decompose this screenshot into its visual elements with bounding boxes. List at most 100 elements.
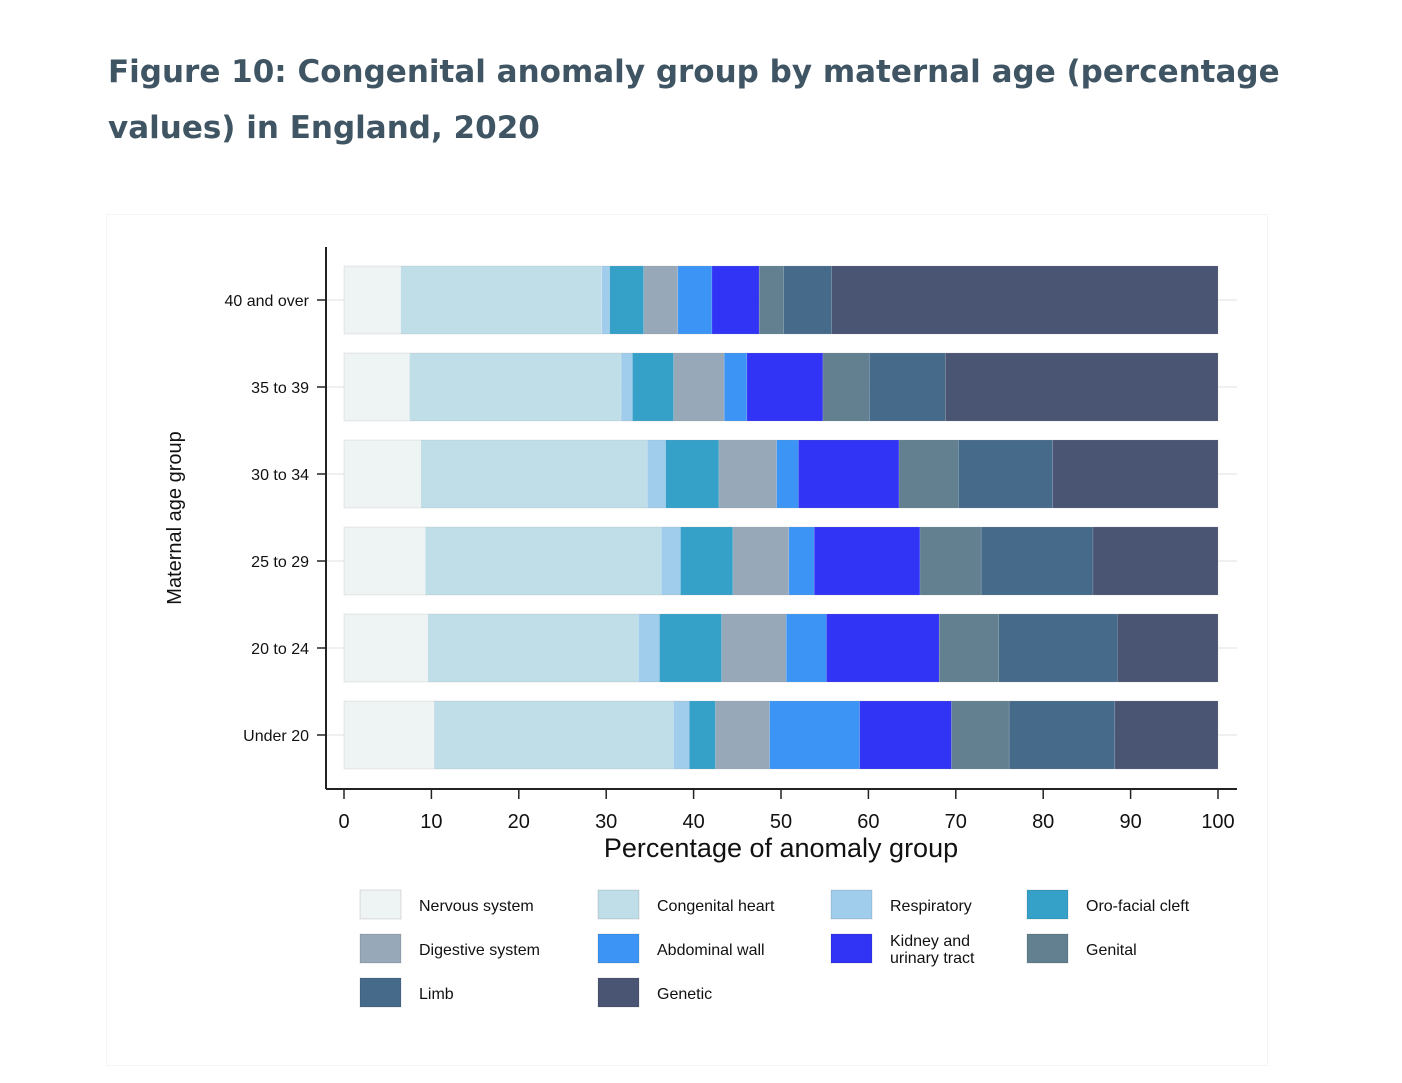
legend-swatch	[830, 933, 873, 964]
bar-segment	[673, 700, 690, 770]
bar-outline	[343, 526, 1219, 596]
bar-segment	[638, 613, 660, 683]
y-tick-label: 30 to 34	[251, 467, 309, 484]
x-tick-label: 50	[770, 811, 792, 833]
legend: Nervous system Congenital heart Respirator…	[359, 889, 1190, 1008]
legend-swatch	[1026, 933, 1069, 964]
bar-segment	[661, 526, 681, 596]
bar-segment	[1092, 526, 1219, 596]
bar-segment	[798, 439, 900, 509]
bar-segment	[688, 700, 716, 770]
bar-segment	[813, 526, 921, 596]
bar-segment	[919, 526, 982, 596]
bar-segment	[427, 613, 639, 683]
bar-segment	[425, 526, 662, 596]
legend-swatch	[597, 889, 640, 920]
legend-label: Abdominal wall	[657, 942, 765, 959]
legend-label: Oro-facial cleft	[1086, 898, 1190, 915]
bar-segment	[680, 526, 734, 596]
bar-segment	[343, 352, 410, 422]
bar-segment	[665, 439, 720, 509]
bar-segment	[822, 352, 870, 422]
bar-outline	[343, 439, 1219, 509]
bar-segment	[869, 352, 946, 422]
bar-segment	[785, 613, 827, 683]
x-tick-label: 80	[1032, 811, 1054, 833]
bar-segment	[677, 265, 713, 335]
bar-segment	[343, 700, 435, 770]
bar-segment	[723, 352, 748, 422]
bar-segment	[620, 352, 633, 422]
y-tick-label: 20 to 24	[251, 641, 309, 658]
bar-segment	[831, 265, 1219, 335]
bar-outline	[343, 265, 1219, 335]
bar-segment	[673, 352, 725, 422]
legend-label: Congenital heart	[657, 898, 775, 915]
y-tick-label: 40 and over	[224, 293, 309, 310]
bar-segment	[859, 700, 952, 770]
bar-segment	[746, 352, 824, 422]
legend-swatch	[597, 977, 640, 1008]
x-tick-label: 10	[420, 811, 442, 833]
bar-segment	[420, 439, 648, 509]
y-ticks: 40 and over 35 to 39 30 to 34 25 to 29 20 to…	[224, 293, 326, 745]
legend-label: Respiratory	[890, 898, 972, 915]
bar-segment	[783, 265, 832, 335]
bar-segment	[826, 613, 940, 683]
y-tick-label: Under 20	[243, 728, 309, 745]
bar-segment	[758, 265, 784, 335]
bar-segment	[980, 526, 1094, 596]
x-tick-label: 70	[945, 811, 967, 833]
legend-label: Digestive system	[419, 942, 540, 959]
bars	[343, 265, 1219, 770]
bar-segment	[409, 352, 622, 422]
bar-segment	[1052, 439, 1219, 509]
bar-segment	[343, 439, 422, 509]
bar-segment	[1114, 700, 1219, 770]
bar-segment	[343, 613, 429, 683]
x-ticks: 0 10 20 30 40 50 60 70 80 90 100	[338, 789, 1235, 833]
x-tick-label: 60	[857, 811, 879, 833]
figure-title: Figure 10: Congenital anomaly group by m…	[108, 54, 1280, 146]
bar-segment	[343, 265, 402, 335]
x-axis-label: Percentage of anomaly group	[604, 833, 958, 863]
bar-segment	[659, 613, 722, 683]
bar-segment	[343, 526, 426, 596]
bar-segment	[945, 352, 1219, 422]
bar-outline	[343, 613, 1219, 683]
x-tick-label: 30	[595, 811, 617, 833]
bar-segment	[718, 439, 777, 509]
y-axis-label: Maternal age group	[164, 431, 186, 604]
legend-swatch	[359, 889, 402, 920]
bar-segment	[1008, 700, 1116, 770]
legend-swatch	[597, 933, 640, 964]
bar-segment	[433, 700, 674, 770]
bar-segment	[788, 526, 815, 596]
legend-label: Genital	[1086, 942, 1137, 959]
x-tick-label: 20	[508, 811, 530, 833]
bar-segment	[601, 265, 610, 335]
bar-segment	[1117, 613, 1219, 683]
legend-label: Genetic	[657, 986, 712, 1003]
bar-segment	[898, 439, 959, 509]
bar-segment	[715, 700, 770, 770]
bar-segment	[951, 700, 1010, 770]
bar-segment	[998, 613, 1118, 683]
bar-segment	[643, 265, 679, 335]
bar-outline	[343, 700, 1219, 770]
bar-segment	[769, 700, 860, 770]
x-tick-label: 90	[1119, 811, 1141, 833]
bar-segment	[400, 265, 603, 335]
bar-segment	[732, 526, 790, 596]
bar-segment	[609, 265, 645, 335]
bar-segment	[711, 265, 760, 335]
legend-swatch	[359, 933, 402, 964]
bar-segment	[721, 613, 787, 683]
legend-swatch	[830, 889, 873, 920]
x-tick-label: 40	[682, 811, 704, 833]
legend-swatch	[359, 977, 402, 1008]
legend-label: Nervous system	[419, 898, 534, 915]
bar-segment	[958, 439, 1054, 509]
bar-outline	[343, 352, 1219, 422]
